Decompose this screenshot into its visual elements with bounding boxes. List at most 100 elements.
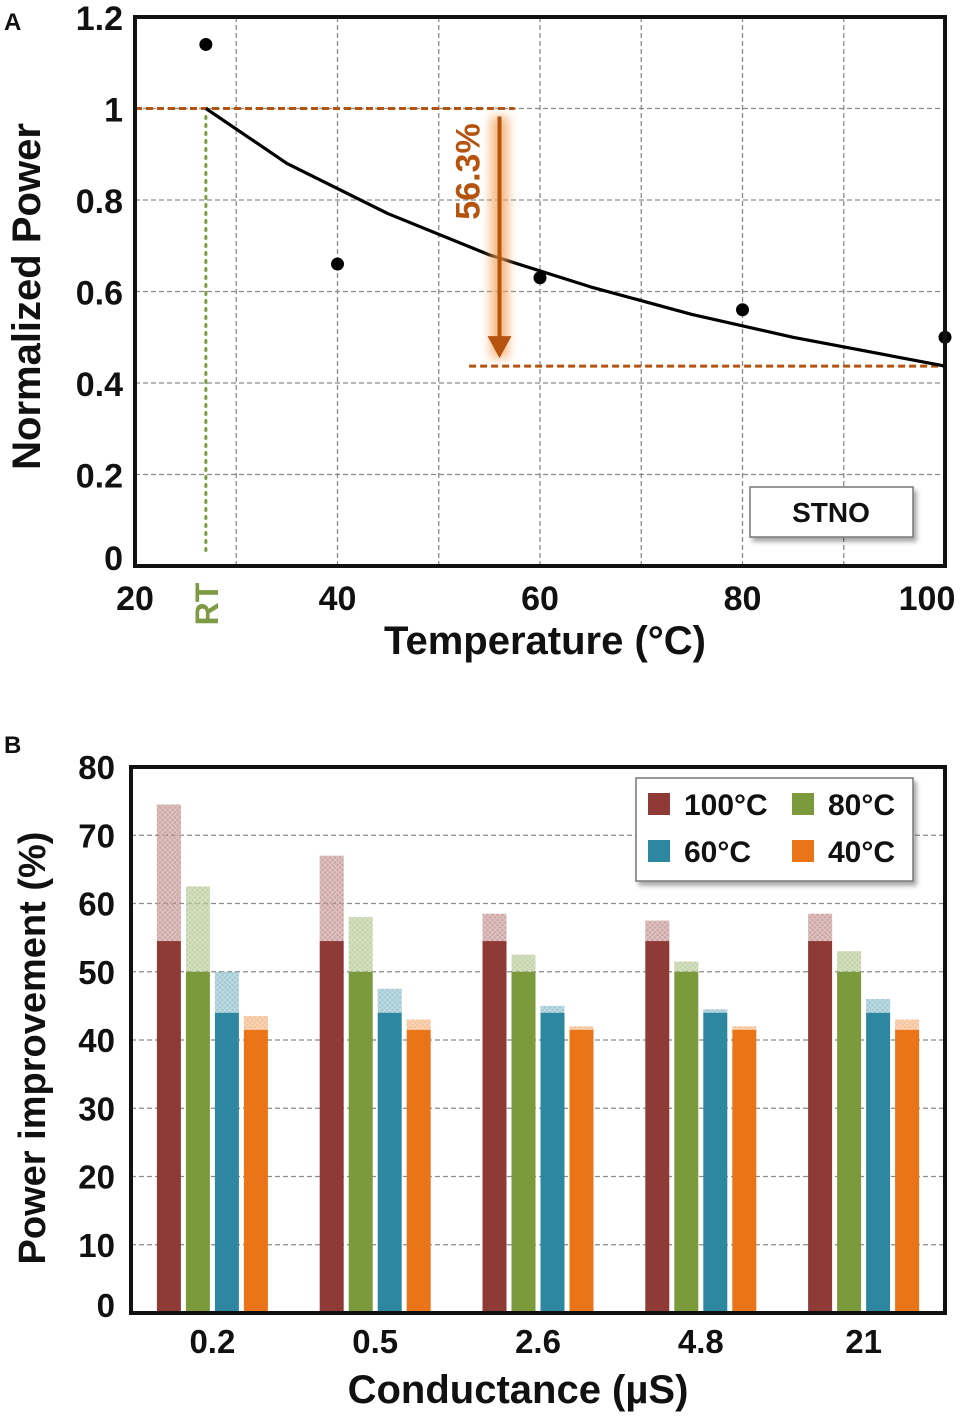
- panel-b-legend: 100°C 80°C 60°C 40°C: [635, 777, 914, 882]
- bar-improvement-hatch: [569, 1026, 594, 1030]
- x-tick-label: 20: [116, 580, 154, 618]
- bar-base: [569, 1029, 594, 1313]
- bar-improvement-hatch: [406, 1019, 431, 1030]
- panel-a-legend: STNO: [749, 486, 914, 538]
- y-tick-label: 0.4: [76, 366, 123, 404]
- y-tick-label: 60: [78, 886, 115, 923]
- bar-base: [540, 1012, 565, 1313]
- x-tick-label: 100: [899, 580, 956, 618]
- x-tick-label: 21: [845, 1323, 882, 1360]
- legend-label: 100°C: [684, 789, 768, 822]
- bar-improvement-hatch: [808, 913, 833, 942]
- y-tick-label: 0.2: [76, 458, 123, 496]
- data-point: [199, 37, 213, 51]
- bar-improvement-hatch: [674, 961, 699, 972]
- panel-b-y-ticks: 0 10 20 30 40 50 60 70 80: [78, 749, 115, 1324]
- y-tick-label: 20: [78, 1159, 115, 1196]
- x-tick-label: 40: [319, 580, 357, 618]
- panel-a-annotation: 56.3%: [450, 116, 512, 359]
- bar-improvement-hatch: [895, 1019, 920, 1030]
- bar-base: [319, 941, 344, 1313]
- bar-base: [674, 971, 699, 1313]
- panel-b-frame: [129, 765, 947, 1315]
- legend-label: STNO: [792, 497, 870, 528]
- panel-a-x-axis-title: Temperature (°C): [384, 619, 706, 663]
- bar-base: [866, 1012, 891, 1313]
- y-tick-label: 0: [104, 540, 123, 578]
- bar-base: [156, 941, 181, 1313]
- panel-b-x-axis-title: Conductance (µS): [348, 1368, 689, 1412]
- y-tick-label: 1: [104, 92, 123, 130]
- panel-a-y-ticks: 0 0.2 0.4 0.6 0.8 1 1.2: [76, 0, 123, 578]
- data-point: [331, 257, 344, 271]
- y-tick-label: 30: [78, 1090, 115, 1127]
- panel-b-y-axis-title: Power improvement (%): [12, 832, 54, 1265]
- panel-a-grid: [135, 17, 945, 566]
- bar-improvement-hatch: [156, 804, 181, 942]
- legend-label: 60°C: [684, 836, 751, 869]
- panel-a-y-axis-title: Normalized Power: [5, 123, 49, 470]
- legend-swatch: [792, 793, 814, 815]
- legend-swatch: [792, 840, 814, 862]
- legend-swatch: [648, 793, 670, 815]
- y-tick-label: 50: [78, 954, 115, 991]
- y-tick-label: 1.2: [76, 0, 123, 38]
- bar-base: [348, 971, 373, 1313]
- bar-base: [511, 971, 536, 1313]
- bar-improvement-hatch: [511, 954, 536, 972]
- panel-a-points: [199, 37, 952, 344]
- bar-improvement-hatch: [645, 920, 670, 942]
- y-tick-label: 0.8: [76, 183, 123, 221]
- panel-a-room-temperature: RT: [189, 115, 225, 625]
- panel-a-x-ticks: 20 40 60 80 100: [116, 580, 955, 618]
- bar-base: [377, 1012, 402, 1313]
- panel-b-x-ticks: 0.2 0.5 2.6 4.8 21: [189, 1323, 881, 1360]
- legend-label: 40°C: [828, 836, 895, 869]
- arrow-head: [487, 336, 512, 359]
- panel-a: A RT 56.3% 0 0.2 0.4 0.6 0.8 1 1.2 20 40 60 80 100…: [4, 0, 955, 663]
- bar-improvement-hatch: [540, 1005, 565, 1013]
- rt-label: RT: [189, 582, 225, 625]
- bar-base: [406, 1029, 431, 1313]
- bar-base: [482, 941, 507, 1313]
- panel-label-b: B: [4, 732, 21, 759]
- x-tick-label: 0.5: [352, 1323, 398, 1360]
- bar-improvement-hatch: [732, 1026, 757, 1030]
- bar-base: [214, 1012, 239, 1313]
- panel-b-bars: [156, 804, 920, 1313]
- x-tick-label: 0.2: [189, 1323, 235, 1360]
- bar-base: [185, 971, 210, 1313]
- bar-improvement-hatch: [837, 951, 862, 972]
- bar-base: [895, 1029, 920, 1313]
- bar-base: [703, 1012, 728, 1313]
- y-tick-label: 0: [97, 1287, 115, 1324]
- panel-b: B 0 10 20 30 40 50 60 70 80 0.2 0.5 2.6 4.8 21 Condu…: [4, 732, 947, 1412]
- y-tick-label: 40: [78, 1022, 115, 1059]
- bar-improvement-hatch: [319, 855, 344, 942]
- bar-improvement-hatch: [243, 1016, 268, 1030]
- bar-improvement-hatch: [185, 886, 210, 972]
- data-point: [736, 303, 749, 317]
- bar-base: [732, 1029, 757, 1313]
- x-tick-label: 80: [724, 580, 762, 618]
- bar-base: [808, 941, 833, 1313]
- data-point: [533, 271, 547, 285]
- legend-box: [635, 777, 914, 882]
- legend-swatch: [648, 840, 670, 862]
- panel-a-reference-lines: [135, 107, 945, 368]
- x-tick-label: 2.6: [515, 1323, 561, 1360]
- bar-base: [837, 971, 862, 1313]
- y-tick-label: 10: [78, 1227, 115, 1264]
- fit-curve: [205, 107, 946, 368]
- legend-box: [749, 486, 914, 538]
- bar-improvement-hatch: [703, 1009, 728, 1013]
- bar-base: [645, 941, 670, 1313]
- y-tick-label: 80: [78, 749, 115, 786]
- panel-a-fit: [205, 107, 946, 368]
- y-tick-label: 0.6: [76, 275, 123, 313]
- bar-improvement-hatch: [214, 971, 239, 1013]
- bar-improvement-hatch: [482, 913, 507, 942]
- x-tick-label: 4.8: [678, 1323, 724, 1360]
- annotation-label: 56.3%: [450, 123, 488, 219]
